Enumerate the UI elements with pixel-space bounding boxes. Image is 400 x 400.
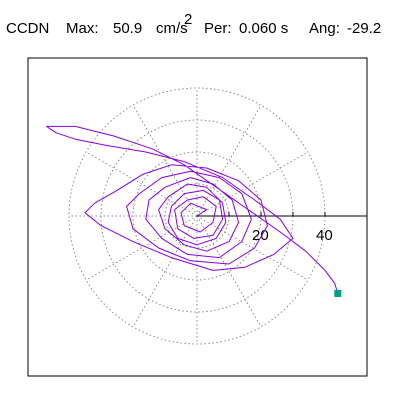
grid-spoke-240 bbox=[132, 215, 198, 328]
trace-series-0 bbox=[46, 125, 339, 294]
x-tick-label-20: 20 bbox=[252, 227, 269, 244]
per-label: Per: bbox=[204, 20, 232, 37]
ang-value: -29.2 bbox=[347, 20, 381, 37]
grid-spoke-120 bbox=[132, 104, 198, 217]
max-unit-exponent: 2 bbox=[184, 11, 192, 28]
max-unit: cm/s bbox=[156, 20, 188, 37]
per-value: 0.060 s bbox=[239, 20, 288, 37]
axes bbox=[197, 212, 367, 217]
plot-border bbox=[27, 57, 368, 377]
ang-label: Ang: bbox=[309, 20, 340, 37]
x-tick-label-40: 40 bbox=[316, 227, 333, 244]
station-code: CCDN bbox=[6, 20, 49, 37]
max-value: 50.9 bbox=[113, 20, 142, 37]
grid-spoke-60 bbox=[196, 104, 262, 217]
grid-spoke-300 bbox=[196, 215, 262, 328]
particle-motion-trace bbox=[46, 125, 339, 294]
end-marker bbox=[334, 289, 342, 297]
grid-spoke-150 bbox=[85, 151, 198, 217]
grid-spoke-330 bbox=[196, 215, 309, 281]
end-marker-square bbox=[334, 289, 342, 297]
max-label: Max: bbox=[66, 20, 99, 37]
svg-text:CCDN Max: 50.9 cm/: CCDN Max: 50.9 cm/s 2 Per: 0.060 s Ang: … bbox=[6, 11, 381, 37]
grid-spoke-210 bbox=[85, 215, 198, 281]
chart-header: CCDN Max: 50.9 cm/s 2 Per: 0.060 s Ang: … bbox=[6, 11, 381, 37]
